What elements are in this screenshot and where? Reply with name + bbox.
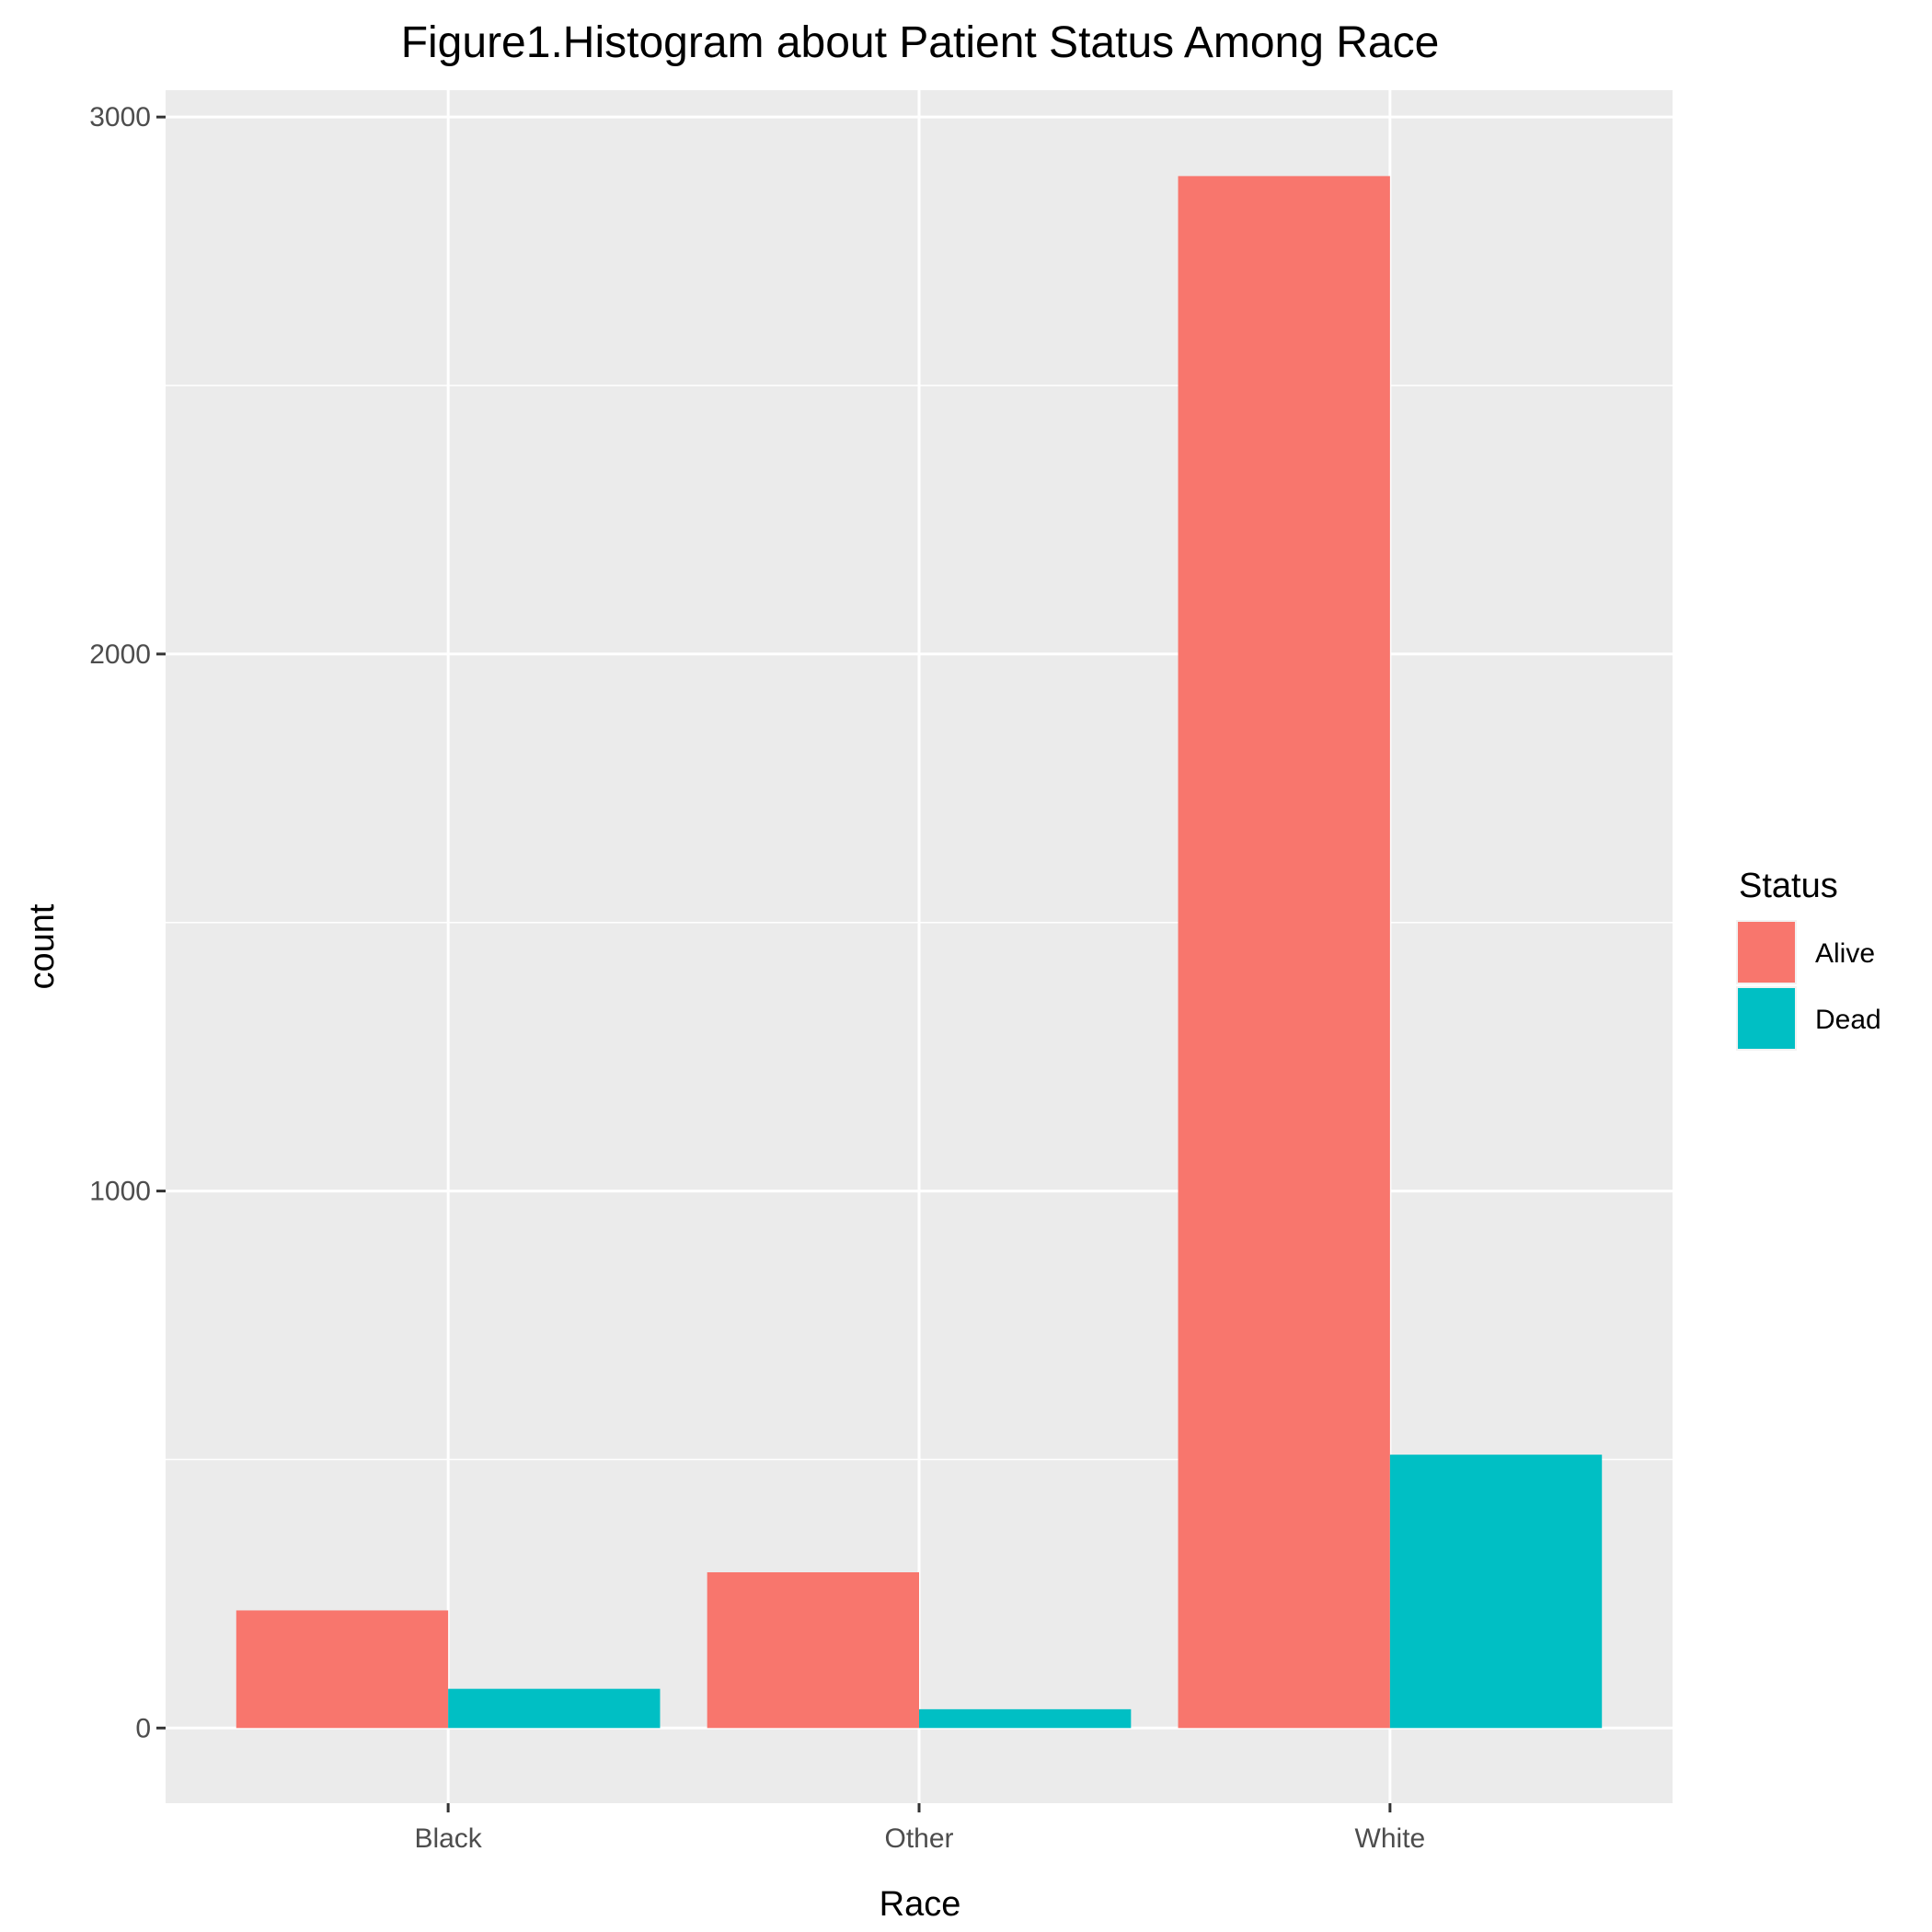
y-axis-title: count: [23, 903, 62, 989]
bar-dead-other: [919, 1708, 1132, 1729]
bar-alive-black: [236, 1610, 449, 1729]
x-tick-label: Other: [884, 1823, 953, 1854]
y-tick-label: 1000: [89, 1177, 151, 1207]
y-tick-label: 0: [135, 1713, 151, 1743]
bar-dead-white: [1389, 1455, 1603, 1729]
bars: [236, 176, 1603, 1729]
legend-key-alive: [1738, 922, 1795, 983]
x-tick-label: Black: [414, 1823, 482, 1854]
bar-alive-other: [707, 1572, 919, 1729]
legend-label-dead: Dead: [1815, 1005, 1881, 1035]
legend-label-alive: Alive: [1815, 938, 1875, 969]
y-tick-label: 3000: [89, 102, 151, 132]
y-axis: 0 1000 2000 3000: [89, 102, 166, 1743]
chart-title: Figure1.Histogram about Patient Status A…: [401, 18, 1440, 67]
bar-dead-black: [448, 1688, 661, 1729]
legend-title: Status: [1739, 867, 1838, 905]
legend-key-dead: [1738, 988, 1795, 1049]
y-tick-label: 2000: [89, 639, 151, 670]
x-axis: Black Other White: [414, 1803, 1425, 1854]
x-axis-title: Race: [880, 1885, 961, 1924]
x-tick-label: White: [1355, 1823, 1426, 1854]
legend: Status Alive Dead: [1736, 867, 1881, 1051]
bar-alive-white: [1178, 176, 1390, 1729]
